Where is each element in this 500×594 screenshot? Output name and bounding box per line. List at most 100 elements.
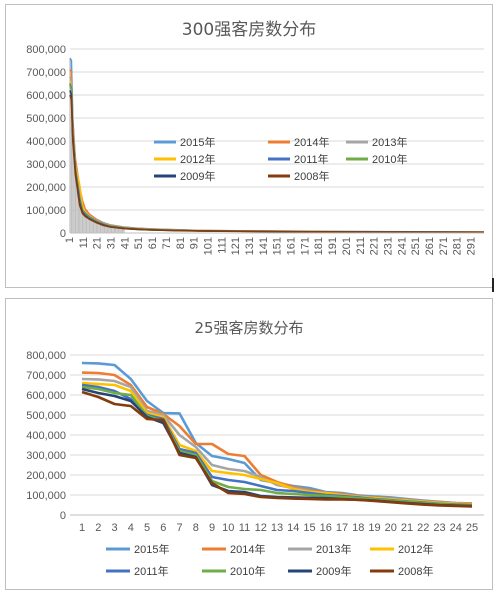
rank-bar bbox=[123, 227, 125, 233]
legend-label: 2015年 bbox=[134, 542, 169, 556]
chart-25-title: 25强客房数分布 bbox=[194, 319, 303, 337]
rank-bar bbox=[105, 223, 107, 233]
x-tick-label: 19 bbox=[368, 522, 380, 534]
x-tick-label: 5 bbox=[144, 522, 150, 534]
x-tick-label: 111 bbox=[216, 237, 228, 254]
x-tick-label: 141 bbox=[258, 237, 270, 255]
y-tick-label: 100,000 bbox=[26, 205, 66, 217]
rank-bar bbox=[88, 214, 90, 233]
x-tick-label: 1 bbox=[79, 522, 85, 534]
y-tick-label: 300,000 bbox=[26, 450, 66, 462]
rank-bar bbox=[76, 173, 78, 233]
chart-300-svg: 300强客房数分布 0 100,000 200,000 300,000 400,000 50… bbox=[26, 20, 485, 255]
rank-bar bbox=[106, 224, 108, 233]
x-tick-label: 131 bbox=[244, 237, 256, 255]
panel-edge-mark bbox=[492, 278, 494, 292]
x-tick-label: 31 bbox=[106, 237, 118, 249]
x-tick-label: 23 bbox=[433, 522, 445, 534]
x-tick-label: 14 bbox=[287, 522, 299, 534]
legend-label: 2014年 bbox=[294, 135, 329, 149]
rank-bar bbox=[80, 197, 82, 233]
x-tick-label: 21 bbox=[401, 522, 413, 534]
rank-bar bbox=[77, 182, 79, 233]
x-tick-label: 15 bbox=[303, 522, 315, 534]
rank-bar bbox=[98, 220, 100, 233]
legend-label: 2009年 bbox=[316, 564, 351, 578]
rank-bar bbox=[92, 217, 95, 233]
x-tick-label: 11 bbox=[239, 522, 250, 534]
rank-bar bbox=[87, 213, 89, 233]
legend-label: 2012年 bbox=[398, 542, 433, 556]
x-tick-label: 201 bbox=[341, 237, 353, 255]
rank-bar bbox=[84, 210, 86, 233]
y-tick-label: 700,000 bbox=[26, 67, 66, 79]
legend-label: 2009年 bbox=[180, 169, 215, 183]
x-tick-label: 10 bbox=[222, 522, 234, 534]
series-line-2014年 bbox=[69, 69, 485, 233]
x-tick-label: 4 bbox=[128, 522, 134, 534]
rank-bar bbox=[70, 60, 72, 233]
legend-label: 2013年 bbox=[372, 135, 407, 149]
x-tick-label: 2 bbox=[95, 522, 101, 534]
series-line-2008年 bbox=[81, 390, 473, 508]
chart-panel-bottom-25: 25强客房数分布 0 100,000 200,000 300,000 400,000 500… bbox=[5, 298, 493, 590]
x-tick-label: 211 bbox=[355, 237, 367, 255]
x-tick-label: 7 bbox=[176, 522, 182, 534]
x-tick-label: 17 bbox=[336, 522, 348, 534]
x-tick-label: 21 bbox=[92, 237, 104, 249]
x-tick-label: 161 bbox=[286, 237, 298, 255]
rank-bar bbox=[91, 216, 93, 233]
chart-25-svg: 25强客房数分布 0 100,000 200,000 300,000 400,000 500… bbox=[26, 319, 484, 578]
series-line-2008年 bbox=[69, 94, 485, 234]
y-tick-label: 600,000 bbox=[26, 390, 66, 402]
rank-bar bbox=[102, 222, 104, 233]
x-tick-label: 121 bbox=[230, 237, 242, 255]
x-tick-label: 41 bbox=[119, 237, 131, 249]
rank-bar bbox=[119, 226, 121, 233]
rank-bar bbox=[108, 224, 110, 233]
y-tick-label: 400,000 bbox=[26, 430, 66, 442]
rank-bar bbox=[99, 221, 102, 233]
x-tick-label: 151 bbox=[272, 237, 284, 255]
x-tick-label: 9 bbox=[209, 522, 215, 534]
x-tick-label: 1 bbox=[64, 237, 76, 243]
x-tick-label: 251 bbox=[410, 237, 422, 255]
y-tick-label: 800,000 bbox=[26, 350, 66, 362]
y-tick-label: 500,000 bbox=[26, 410, 66, 422]
rank-bar bbox=[122, 226, 124, 233]
rank-bar bbox=[90, 215, 92, 233]
series-line-2009年 bbox=[69, 90, 485, 234]
x-tick-label: 181 bbox=[313, 237, 325, 255]
x-tick-label: 231 bbox=[382, 237, 394, 255]
x-tick-label: 291 bbox=[466, 237, 478, 255]
x-tick-label: 22 bbox=[417, 522, 429, 534]
x-tick-label: 6 bbox=[160, 522, 166, 534]
rank-bar bbox=[116, 225, 118, 233]
rank-bar bbox=[81, 203, 84, 233]
legend-label: 2013年 bbox=[316, 542, 351, 556]
x-tick-label: 24 bbox=[450, 522, 462, 534]
x-tick-label: 61 bbox=[147, 237, 159, 249]
x-tick-label: 18 bbox=[352, 522, 364, 534]
rank-bar bbox=[109, 224, 111, 233]
series-line-2015年 bbox=[69, 57, 485, 233]
rank-bar bbox=[69, 58, 71, 234]
legend-label: 2008年 bbox=[398, 564, 433, 578]
legend-label: 2012年 bbox=[180, 152, 215, 166]
series-line-2013年 bbox=[69, 76, 485, 233]
rank-bar bbox=[117, 226, 120, 233]
x-tick-label: 3 bbox=[111, 522, 117, 534]
legend-label: 2014年 bbox=[230, 542, 265, 556]
x-tick-label: 71 bbox=[161, 237, 173, 249]
y-tick-label: 300,000 bbox=[26, 159, 66, 171]
x-tick-label: 8 bbox=[193, 522, 199, 534]
rank-bar bbox=[97, 219, 99, 233]
y-tick-label: 600,000 bbox=[26, 90, 66, 102]
legend-label: 2010年 bbox=[372, 152, 407, 166]
x-tick-label: 171 bbox=[299, 237, 311, 255]
x-tick-label: 25 bbox=[466, 522, 478, 534]
x-tick-label: 13 bbox=[271, 522, 283, 534]
x-tick-label: 11 bbox=[78, 237, 90, 248]
rank-bar bbox=[79, 191, 81, 233]
rank-bar bbox=[110, 225, 113, 233]
